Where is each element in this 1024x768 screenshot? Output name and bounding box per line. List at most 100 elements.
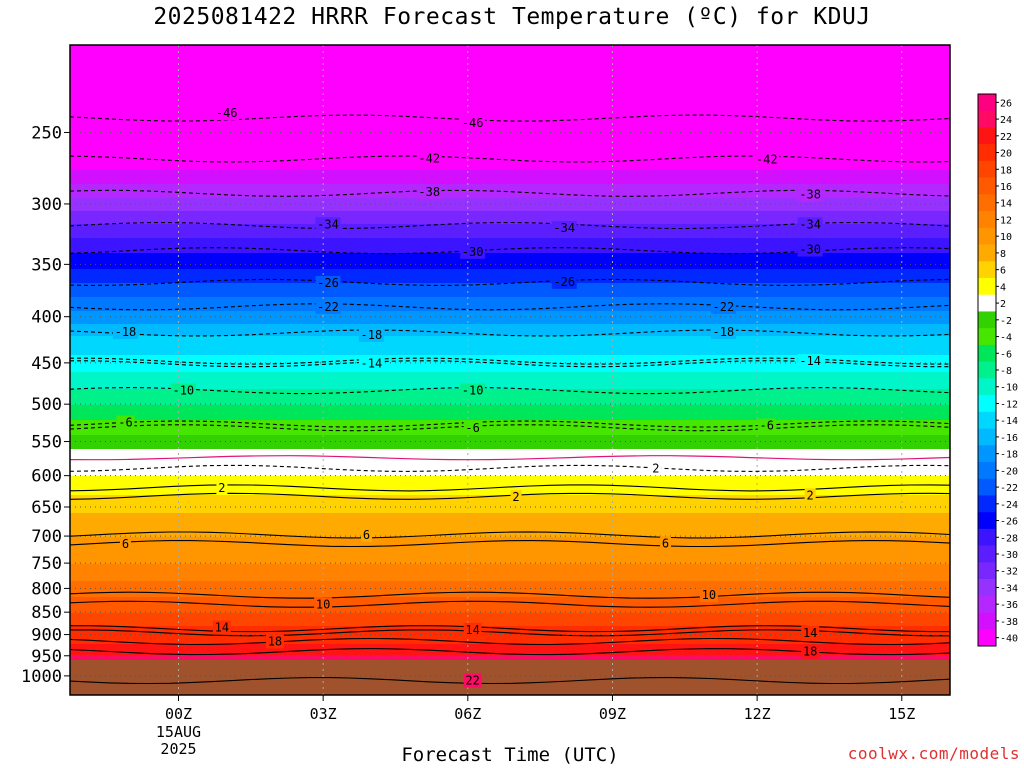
x-tick-label: 09Z bbox=[599, 705, 626, 723]
contour-label-bg bbox=[112, 325, 138, 340]
temperature-band bbox=[70, 564, 950, 582]
contour-label-bg bbox=[416, 151, 442, 166]
colorbar-label: -28 bbox=[1000, 533, 1018, 544]
colorbar-label: -6 bbox=[1000, 349, 1012, 360]
colorbar-label: 2 bbox=[1000, 299, 1006, 310]
colorbar-swatch bbox=[978, 194, 996, 212]
contour-label: 6 bbox=[363, 528, 370, 542]
temperature-band bbox=[70, 355, 950, 373]
contour-label-bg bbox=[212, 620, 231, 635]
colorbar-label: -2 bbox=[1000, 316, 1012, 327]
colorbar: 26 24 22 20 18 16 14 12 10 8 6 4 2 -2 -4 -6 -8 -10 -12 -14 -… bbox=[977, 93, 1018, 647]
y-tick-label: 250 bbox=[31, 123, 62, 143]
y-tick-label: 900 bbox=[31, 626, 62, 646]
contour-label: -34 bbox=[317, 217, 339, 231]
y-tick-label: 750 bbox=[31, 554, 62, 574]
ground-area bbox=[70, 659, 950, 695]
contour-lines bbox=[69, 114, 951, 685]
contour-label-bg bbox=[315, 299, 341, 314]
colorbar-swatch bbox=[978, 278, 996, 296]
credit-link[interactable]: coolwx.com/models bbox=[847, 744, 1020, 763]
contour-line bbox=[69, 600, 951, 608]
contour-label: -38 bbox=[799, 188, 821, 202]
contour-label-bg bbox=[460, 383, 486, 398]
contour-label-bg bbox=[754, 152, 780, 167]
colorbar-swatch bbox=[978, 495, 996, 513]
temperature-band bbox=[70, 420, 950, 436]
temperature-band bbox=[70, 184, 950, 199]
colorbar-swatch bbox=[978, 579, 996, 597]
colorbar-label: -26 bbox=[1000, 517, 1018, 528]
colorbar-swatch bbox=[978, 144, 996, 162]
colorbar-label: -32 bbox=[1000, 567, 1018, 578]
ground-layer bbox=[70, 659, 950, 695]
temperature-band bbox=[70, 372, 950, 390]
contour-label: -34 bbox=[799, 217, 821, 231]
contour-label-bg bbox=[119, 536, 131, 551]
contour-label: -18 bbox=[361, 328, 383, 342]
contour-label-bg bbox=[460, 244, 486, 259]
contour-label: -14 bbox=[799, 354, 821, 368]
temperature-band bbox=[70, 311, 950, 325]
temperature-band bbox=[70, 405, 950, 421]
colorbar-swatch bbox=[978, 545, 996, 563]
y-tick-label: 850 bbox=[31, 603, 62, 623]
contour-label-bg bbox=[460, 115, 486, 130]
colorbar-label: 4 bbox=[1000, 282, 1006, 293]
temperature-band bbox=[70, 597, 950, 614]
contour-label-bg bbox=[510, 490, 522, 505]
contour-label: 14 bbox=[215, 621, 229, 635]
contour-label-bg bbox=[551, 221, 577, 236]
temperature-band bbox=[70, 283, 950, 298]
colorbar-swatch bbox=[978, 261, 996, 279]
temperature-bands bbox=[70, 45, 950, 695]
temperature-band bbox=[70, 198, 950, 212]
contour-label: 10 bbox=[316, 597, 330, 611]
contour-label-bg bbox=[358, 356, 384, 371]
y-tick-label: 700 bbox=[31, 527, 62, 547]
colorbar-label: -34 bbox=[1000, 583, 1018, 594]
contour-label: 14 bbox=[465, 623, 479, 637]
colorbar-swatch bbox=[978, 344, 996, 362]
axes: 250 300 350 400 450 500 550 600 650 700 750 800 850 9… bbox=[21, 44, 951, 758]
colorbar-swatch bbox=[978, 445, 996, 463]
colorbar-label: -8 bbox=[1000, 366, 1012, 377]
contour-label-bg bbox=[358, 327, 384, 342]
contour-line bbox=[69, 591, 951, 599]
contour-label-bg bbox=[170, 383, 196, 398]
temperature-band bbox=[70, 613, 950, 627]
contour-label: -30 bbox=[799, 243, 821, 257]
contour-label: -22 bbox=[317, 300, 339, 314]
temperature-band bbox=[70, 211, 950, 225]
temperature-band bbox=[70, 435, 950, 450]
contour-label: 18 bbox=[268, 634, 282, 648]
colorbar-swatch bbox=[978, 629, 996, 647]
y-tick-label: 400 bbox=[31, 308, 62, 328]
colorbar-swatch bbox=[978, 127, 996, 145]
contour-label-bg bbox=[315, 217, 341, 232]
y-tick-label: 800 bbox=[31, 579, 62, 599]
colorbar-swatch bbox=[978, 328, 996, 346]
contour-line bbox=[69, 540, 951, 548]
colorbar-label: -24 bbox=[1000, 500, 1018, 511]
temperature-band bbox=[70, 336, 950, 356]
contour-line bbox=[69, 531, 951, 539]
contour-label-bg bbox=[797, 354, 823, 369]
colorbar-swatch bbox=[978, 512, 996, 530]
colorbar-label: -36 bbox=[1000, 600, 1018, 611]
contour-label-bg bbox=[216, 480, 228, 495]
temperature-band bbox=[70, 269, 950, 284]
contour-label-bg bbox=[116, 415, 135, 430]
colorbar-label: 8 bbox=[1000, 249, 1006, 260]
contour-line bbox=[69, 677, 951, 685]
colorbar-swatch bbox=[978, 478, 996, 496]
contour-label: -46 bbox=[462, 116, 484, 130]
chart-title: 2025081422 HRRR Forecast Temperature (ºC… bbox=[153, 4, 871, 30]
colorbar-label: 24 bbox=[1000, 115, 1012, 126]
contour-label-bg bbox=[660, 536, 672, 551]
y-tick-label: 550 bbox=[31, 433, 62, 453]
colorbar-swatch bbox=[978, 528, 996, 546]
colorbar-label: -14 bbox=[1000, 416, 1018, 427]
contour-label-bg bbox=[265, 634, 284, 649]
